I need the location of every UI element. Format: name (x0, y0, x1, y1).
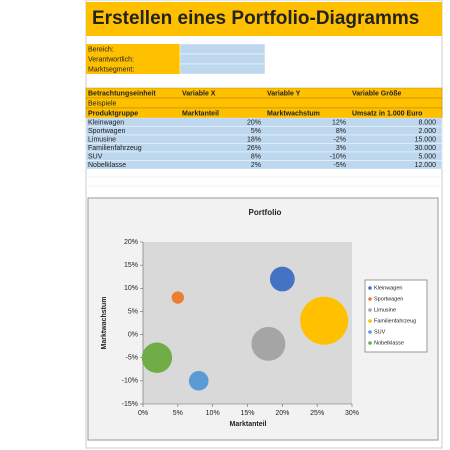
data-cell: Kleinwagen (88, 119, 124, 126)
chart-title: Portfolio (249, 208, 282, 217)
input-cell (179, 63, 266, 75)
x-tick-label: 15% (240, 410, 254, 417)
x-tick-label: 10% (206, 410, 220, 417)
legend-swatch (368, 330, 372, 334)
header-cell: Marktwachstum (267, 110, 320, 117)
field-label: Marktsegment: (88, 66, 134, 73)
data-cell: Nobelklasse (88, 162, 126, 169)
field-label-cell (86, 54, 180, 64)
field-label: Bereich: (88, 46, 114, 53)
x-tick-label: 30% (345, 410, 359, 417)
legend-swatch (368, 286, 372, 290)
x-tick-label: 5% (173, 410, 183, 417)
legend-swatch (368, 319, 372, 323)
legend-swatch (368, 297, 372, 301)
field-label: Verantwortlich: (88, 56, 134, 63)
data-cell: Limusine (88, 136, 116, 143)
header-cell: Produktgruppe (88, 110, 138, 117)
field-label-cell (86, 44, 180, 54)
data-cell: 8.000 (418, 119, 436, 126)
y-tick-label: 15% (124, 262, 138, 269)
header-cell: Umsatz in 1.000 Euro (352, 110, 422, 117)
bubble (188, 371, 209, 391)
header-cell: Variable Größe (352, 90, 402, 97)
title: Erstellen eines Portfolio-Diagramms (92, 8, 419, 29)
bubble (269, 266, 295, 292)
data-row (85, 126, 443, 136)
data-cell: 2% (251, 162, 261, 169)
legend-label: SUV (374, 329, 386, 335)
data-cell: -2% (334, 136, 346, 143)
data-cell: 5.000 (418, 153, 436, 160)
y-tick-label: 5% (128, 308, 138, 315)
field-label-cell (86, 64, 180, 74)
data-cell: 30.000 (415, 145, 437, 152)
y-axis-label: Marktwachstum (101, 297, 108, 350)
y-tick-label: -10% (122, 378, 138, 385)
data-cell: 12% (332, 119, 346, 126)
header-cell: Variable X (182, 90, 216, 97)
data-row (85, 160, 443, 170)
header-cell: Marktanteil (182, 110, 219, 117)
input-cell (179, 43, 266, 55)
y-tick-label: -15% (122, 401, 138, 408)
bubble (251, 326, 286, 361)
data-row (85, 151, 443, 161)
data-cell: -10% (330, 153, 346, 160)
legend-swatch (368, 341, 372, 345)
y-tick-label: -5% (126, 355, 138, 362)
data-row (85, 134, 443, 144)
legend-swatch (368, 308, 372, 312)
legend-label: Familienfahrzeug (374, 318, 416, 324)
data-cell: 8% (336, 128, 346, 135)
data-cell: 8% (251, 153, 261, 160)
header-cell: Betrachtungseinheit (88, 90, 156, 97)
legend-label: Limusine (374, 307, 396, 313)
data-cell: Sportwagen (88, 128, 125, 135)
x-tick-label: 20% (275, 410, 289, 417)
data-cell: -5% (334, 162, 346, 169)
input-cell (179, 53, 266, 65)
x-tick-label: 0% (138, 410, 148, 417)
data-cell: 12.000 (415, 162, 437, 169)
x-tick-label: 25% (310, 410, 324, 417)
bubble (171, 291, 185, 304)
data-cell: 5% (251, 128, 261, 135)
y-tick-label: 0% (128, 331, 138, 338)
data-cell: 2.000 (418, 128, 436, 135)
data-cell: SUV (88, 153, 103, 160)
y-tick-label: 10% (124, 285, 138, 292)
header-cell: Beispiele (88, 100, 117, 107)
legend-label: Sportwagen (374, 296, 403, 302)
data-cell: 20% (247, 119, 261, 126)
header-row (85, 97, 443, 109)
data-cell: Familienfahrzeug (88, 145, 142, 152)
data-row (85, 117, 443, 127)
bubble (141, 342, 173, 373)
legend-label: Kleinwagen (374, 285, 402, 291)
data-cell: 15.000 (415, 136, 437, 143)
legend-box (364, 279, 428, 353)
legend-label: Nobelklasse (374, 340, 404, 346)
data-cell: 18% (247, 136, 261, 143)
bubble (300, 296, 349, 345)
title-bar (86, 2, 442, 36)
x-axis-label: Marktanteil (230, 421, 267, 428)
data-cell: 26% (247, 145, 261, 152)
y-tick-label: 20% (124, 239, 138, 246)
data-cell: 3% (336, 145, 346, 152)
header-cell: Variable Y (267, 90, 301, 97)
